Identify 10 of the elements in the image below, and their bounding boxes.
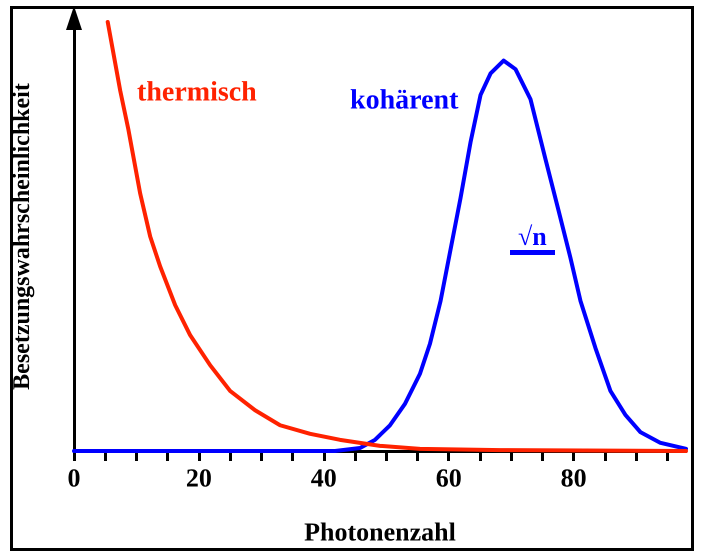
x-tick-label: 20 bbox=[186, 464, 212, 492]
series-label: kohärent bbox=[350, 84, 460, 116]
series-label: thermisch bbox=[137, 76, 258, 108]
x-tick-label: 60 bbox=[436, 464, 462, 492]
x-tick-label: 40 bbox=[310, 464, 337, 492]
x-axis-title: Photonenzahl bbox=[304, 518, 456, 546]
y-axis-title: Besetzungswahrscheinlichkeit bbox=[9, 83, 35, 390]
x-tick-label: 0 bbox=[68, 464, 80, 492]
annotation: √n bbox=[510, 222, 555, 255]
x-tick-label: 80 bbox=[560, 464, 587, 492]
